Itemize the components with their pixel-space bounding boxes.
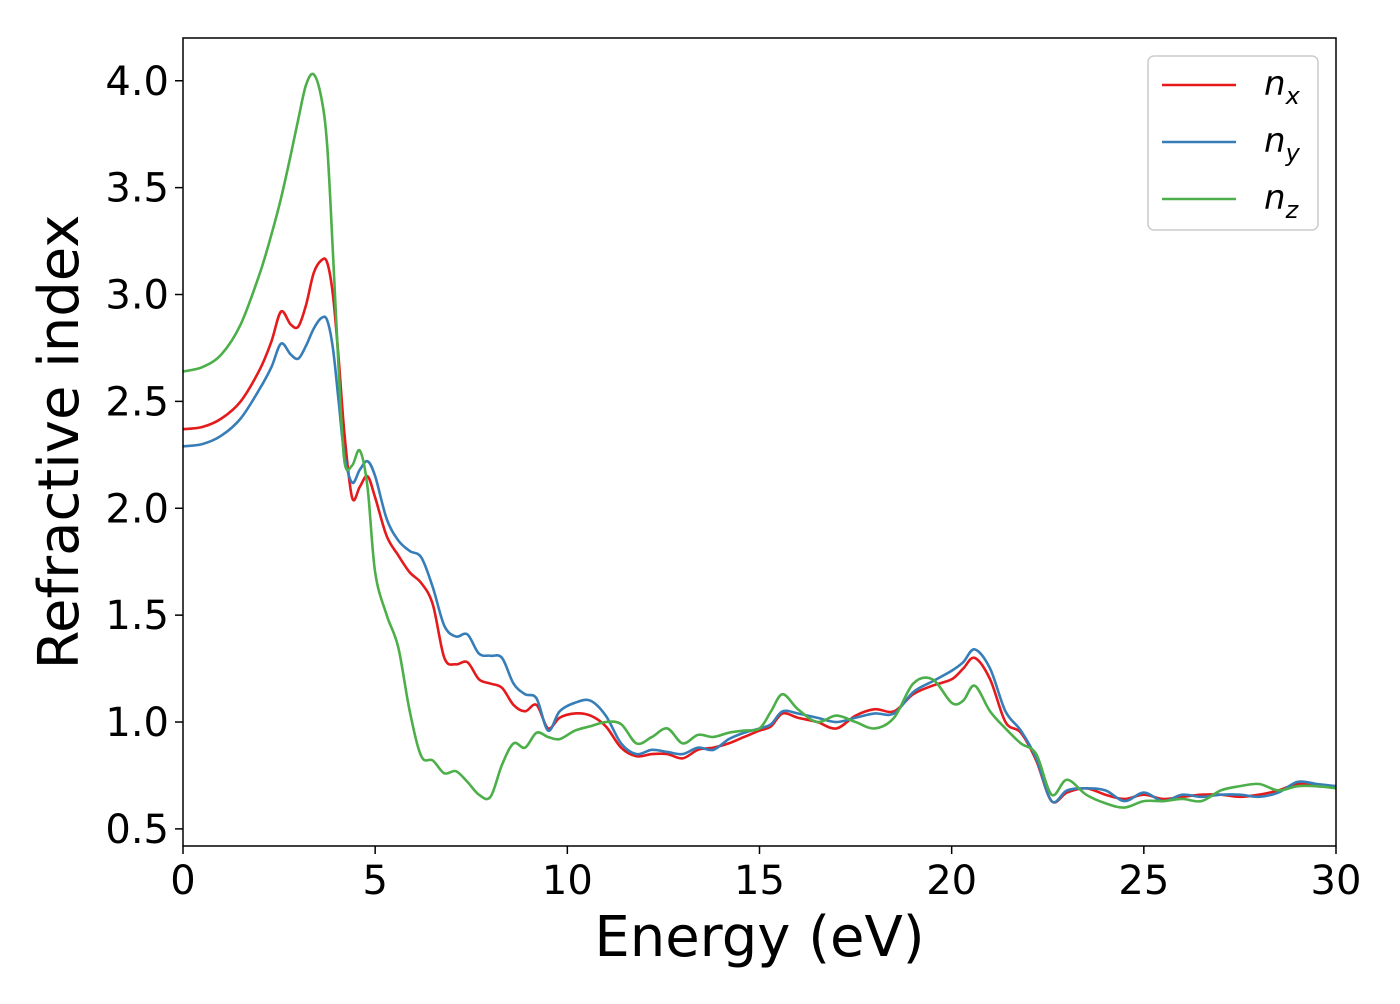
legend-label-ny: ny bbox=[1264, 121, 1301, 167]
legend: nx ny nz bbox=[1147, 55, 1319, 231]
legend-label-nz: nz bbox=[1264, 178, 1300, 224]
x-tick-label: 5 bbox=[362, 858, 387, 904]
x-axis-title: Energy (eV) bbox=[594, 905, 924, 970]
y-tick-label: 1.0 bbox=[105, 700, 169, 746]
plot-layer bbox=[183, 72, 1336, 809]
y-tick-label: 4.0 bbox=[105, 59, 169, 105]
ticks-layer: 0 5 10 15 20 25 30 0.5 1.0 1.5 2.0 2.5 3.0 3.5 4.0 bbox=[105, 59, 1361, 904]
series-line-nz bbox=[183, 72, 1336, 809]
x-tick-label: 15 bbox=[734, 858, 785, 904]
y-tick-label: 1.5 bbox=[105, 593, 169, 639]
x-tick-label: 20 bbox=[926, 858, 977, 904]
legend-label-nx: nx bbox=[1264, 64, 1301, 110]
x-tick-label: 10 bbox=[542, 858, 593, 904]
series-line-ny bbox=[183, 315, 1336, 804]
x-tick-label: 25 bbox=[1118, 858, 1169, 904]
x-tick-label: 0 bbox=[170, 858, 195, 904]
y-tick-label: 3.5 bbox=[105, 166, 169, 212]
x-tick-label: 30 bbox=[1311, 858, 1362, 904]
series-line-nx bbox=[183, 257, 1336, 804]
y-tick-label: 2.0 bbox=[105, 486, 169, 532]
y-axis-title: Refractive index bbox=[27, 215, 92, 670]
y-tick-label: 0.5 bbox=[105, 807, 169, 853]
y-tick-label: 2.5 bbox=[105, 379, 169, 425]
y-tick-label: 3.0 bbox=[105, 273, 169, 319]
